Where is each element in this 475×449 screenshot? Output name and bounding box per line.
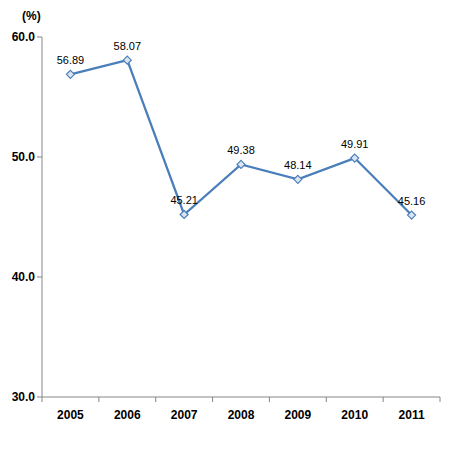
- x-tick-label: 2006: [114, 408, 141, 422]
- x-tick: [42, 397, 43, 402]
- x-tick: [383, 397, 384, 402]
- marker: [351, 154, 359, 162]
- line: [70, 60, 411, 215]
- y-tick: [37, 37, 42, 38]
- data-label: 56.89: [57, 54, 85, 66]
- x-tick-label: 2008: [228, 408, 255, 422]
- marker: [294, 175, 302, 183]
- y-tick: [37, 157, 42, 158]
- x-axis: [42, 397, 440, 398]
- chart: (%) 30.0 40.0 50.0 60.0 2005 2006 2007 2008 2009 2…: [0, 0, 475, 449]
- y-tick: [37, 397, 42, 398]
- x-tick: [440, 397, 441, 402]
- y-axis: [42, 37, 43, 397]
- data-label: 45.21: [170, 194, 198, 206]
- x-tick: [269, 397, 270, 402]
- data-label: 49.38: [227, 144, 255, 156]
- y-tick: [37, 277, 42, 278]
- marker: [180, 210, 188, 218]
- chart-svg: (%) 30.0 40.0 50.0 60.0 2005 2006 2007 2008 2009 2…: [0, 0, 475, 449]
- marker: [408, 211, 416, 219]
- x-tick-label: 2009: [285, 408, 312, 422]
- x-tick-label: 2005: [57, 408, 84, 422]
- plot-area: [66, 56, 415, 219]
- marker: [66, 70, 74, 78]
- y-tick-label: 50.0: [12, 150, 36, 164]
- data-label: 45.16: [398, 195, 426, 207]
- y-axis-label: (%): [22, 9, 41, 23]
- x-tick: [155, 397, 156, 402]
- x-tick: [212, 397, 213, 402]
- marker: [123, 56, 131, 64]
- data-label: 49.91: [341, 138, 369, 150]
- data-label: 58.07: [114, 40, 142, 52]
- x-tick-label: 2007: [171, 408, 198, 422]
- x-tick: [326, 397, 327, 402]
- y-tick-label: 30.0: [12, 390, 36, 404]
- y-tick-label: 40.0: [12, 270, 36, 284]
- data-label: 48.14: [284, 159, 312, 171]
- x-tick-label: 2011: [399, 408, 425, 422]
- x-tick: [98, 397, 99, 402]
- y-tick-label: 60.0: [12, 30, 36, 44]
- x-tick-label: 2010: [341, 408, 368, 422]
- marker: [237, 160, 245, 168]
